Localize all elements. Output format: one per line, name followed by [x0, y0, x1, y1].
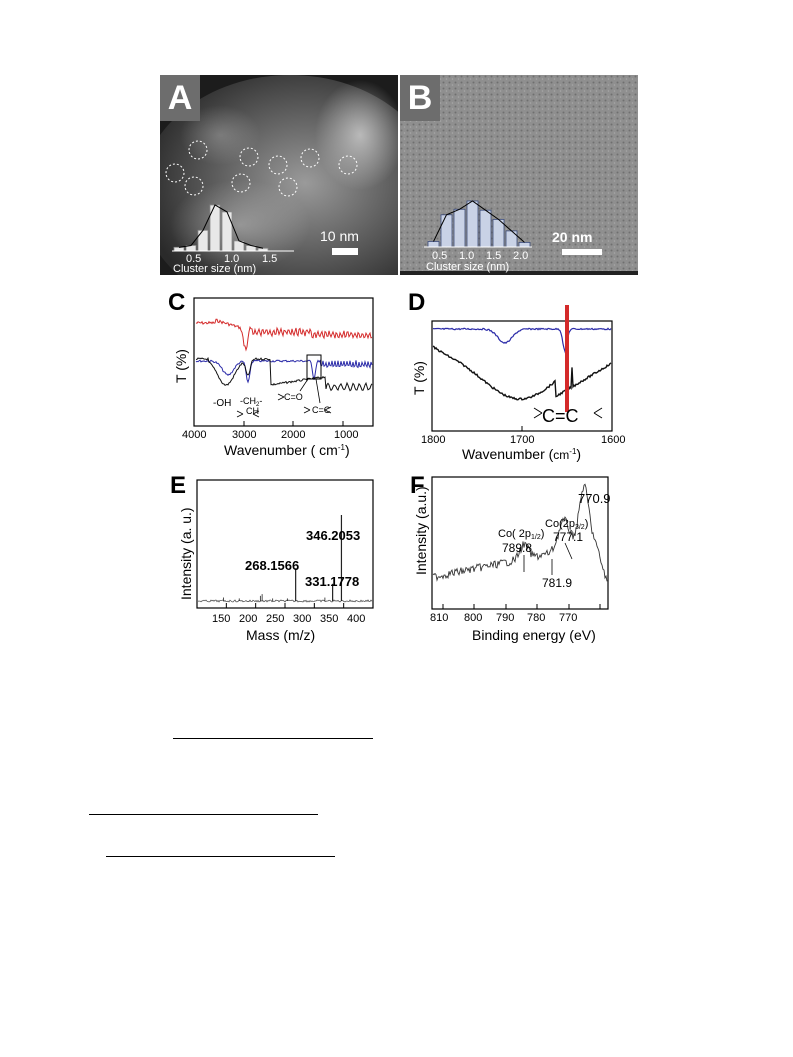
panel-e-xtick-3: 300 — [293, 613, 311, 625]
panel-b-hist-bar-5 — [492, 218, 505, 248]
panel-f-xtick-0: 810 — [430, 612, 448, 624]
panel-c-blue-spectrum — [195, 359, 373, 384]
panel-c-xtick-2: 2000 — [281, 429, 305, 441]
panel-a-tick-2: 1.5 — [262, 253, 277, 265]
panel-b-image: 0.5 1.0 1.5 2.0 Cluster size (nm) 20 nm … — [400, 75, 638, 275]
plots-svg: C 4000 3000 2000 1000 Wavenumber ( cm-1)… — [160, 275, 638, 650]
panel-d-blue-spectrum — [432, 327, 612, 354]
panel-d-xtick-0: 1800 — [421, 434, 445, 446]
panel-b-hist-fit-curve — [433, 200, 525, 243]
panel-b-histogram — [427, 200, 531, 248]
panel-a-tick-1: 1.0 — [224, 253, 239, 265]
panel-c-annot-oh: -OH — [213, 398, 231, 409]
panel-a-hist-bar-0 — [173, 246, 185, 252]
panel-f: F 770.9 Co( 2p1/2) 789.8 Co(2p3/2) 777.1… — [410, 472, 611, 643]
panel-d-xtick-2: 1600 — [601, 434, 625, 446]
panel-d-label: D — [408, 289, 425, 316]
panel-e: E 346.2053 268.1566 331.1778 150 200 250… — [170, 472, 374, 643]
panel-d-xtick-1: 1700 — [510, 434, 534, 446]
panel-e-peak-label-0: 346.2053 — [306, 528, 360, 543]
panel-e-baseline — [197, 599, 373, 603]
panel-f-co12-value: 789.8 — [502, 541, 532, 555]
panel-a-scale-label: 10 nm — [320, 228, 359, 244]
panel-c-annot-ch: CH — [246, 406, 259, 416]
panel-b-tick-1: 1.0 — [459, 250, 474, 262]
panel-b-hist-bar-0 — [427, 241, 440, 248]
panel-a-label: A — [160, 75, 200, 121]
panel-b-label: B — [400, 75, 440, 121]
panel-a-scale-bar — [332, 248, 358, 255]
panel-a-histogram — [173, 204, 269, 252]
panel-b-inset-xlabel: Cluster size (nm) — [426, 261, 509, 273]
panel-b-tick-3: 2.0 — [513, 250, 528, 262]
panel-e-xtick-4: 350 — [320, 613, 338, 625]
panel-f-co32: Co(2p3/2) — [545, 518, 588, 531]
panel-a-hist-bar-2 — [197, 229, 209, 252]
panel-d-xlabel: Wavenumber (cm-1) — [462, 446, 581, 462]
panel-e-peaks — [223, 515, 343, 601]
panel-c-xlabel: Wavenumber ( cm-1) — [224, 442, 350, 458]
panel-c-black-spectrum — [196, 356, 373, 392]
panel-f-spectrum — [432, 483, 608, 582]
panel-e-xtick-1: 200 — [239, 613, 257, 625]
panel-f-co12: Co( 2p1/2) — [498, 528, 544, 541]
panel-e-xtick-5: 400 — [347, 613, 365, 625]
panel-c-red-spectrum — [195, 318, 373, 352]
panel-b-tick-2: 1.5 — [486, 250, 501, 262]
panel-c-ylabel: T (%) — [173, 349, 189, 383]
panel-b-hist-bar-4 — [479, 209, 492, 248]
panel-e-xtick-0: 150 — [212, 613, 230, 625]
panel-a-svg: 0.5 1.0 1.5 Cluster size (nm) 10 nm — [160, 75, 398, 275]
panel-b-scale-bar — [562, 249, 602, 255]
panel-f-peak-top: 770.9 — [578, 491, 611, 506]
panel-c-xtick-1: 3000 — [232, 429, 256, 441]
panel-c-zoom-box — [306, 354, 322, 380]
blank-line-1 — [173, 738, 373, 739]
panel-e-xtick-2: 250 — [266, 613, 284, 625]
panel-b-scale-label: 20 nm — [552, 229, 592, 245]
panel-d-ylabel: T (%) — [411, 361, 427, 395]
panel-f-label: F — [410, 472, 425, 499]
panel-f-xtick-1: 800 — [464, 612, 482, 624]
panel-f-sat: 781.9 — [542, 576, 572, 590]
cluster-circles — [165, 140, 358, 197]
panel-b-tick-0: 0.5 — [432, 250, 447, 262]
panel-d: D C=C 1800 1700 1600 Wavenumber (cm-1) T… — [408, 289, 625, 462]
panel-c-label: C — [168, 289, 185, 316]
panel-d-black-spectrum — [432, 345, 612, 401]
panel-b-hist-bar-3 — [466, 200, 479, 248]
panel-f-co32-value: 777.1 — [553, 530, 583, 544]
panel-b-hist-bar-2 — [453, 208, 466, 248]
panel-f-xtick-4: 770 — [559, 612, 577, 624]
panel-f-xlabel: Binding energy (eV) — [472, 627, 596, 643]
panel-b-hist-bar-7 — [518, 241, 531, 248]
panel-a-inset-xlabel: Cluster size (nm) — [173, 263, 256, 275]
panel-d-cc-marker — [565, 305, 569, 412]
blank-line-3 — [106, 856, 335, 857]
panel-e-xlabel: Mass (m/z) — [246, 627, 315, 643]
panel-a-hist-fit-curve — [178, 204, 264, 249]
panel-e-label: E — [170, 472, 186, 499]
panel-d-annot-cc: C=C — [542, 406, 579, 426]
panel-e-ylabel: Intensity (a. u.) — [178, 507, 194, 600]
panel-a-image: 0.5 1.0 1.5 Cluster size (nm) 10 nm A — [160, 75, 398, 275]
panel-f-xtick-2: 790 — [496, 612, 514, 624]
panel-a-hist-bar-4 — [221, 211, 233, 252]
panel-c-xtick-0: 4000 — [182, 429, 206, 441]
figure: 0.5 1.0 1.5 Cluster size (nm) 10 nm A 0.… — [160, 75, 638, 650]
panel-c-annot-co: C=O — [284, 392, 303, 402]
panel-e-peak-label-2: 331.1778 — [305, 574, 359, 589]
panel-f-ylabel: Intensity (a.u.) — [413, 486, 429, 575]
panel-b-hist-bar-6 — [505, 230, 518, 248]
panel-c-annot-cc: C=C — [312, 405, 331, 415]
panel-c-xtick-3: 1000 — [334, 429, 358, 441]
panel-a-tick-0: 0.5 — [186, 253, 201, 265]
panel-e-peak-label-1: 268.1566 — [245, 558, 299, 573]
panel-c: C 4000 3000 2000 1000 Wavenumber ( cm-1)… — [168, 289, 374, 458]
panel-b-hist-bar-1 — [440, 214, 453, 248]
panel-c-annot-ch2: -CH2- — [240, 396, 262, 408]
panel-f-xtick-3: 780 — [527, 612, 545, 624]
blank-line-2 — [89, 814, 318, 815]
